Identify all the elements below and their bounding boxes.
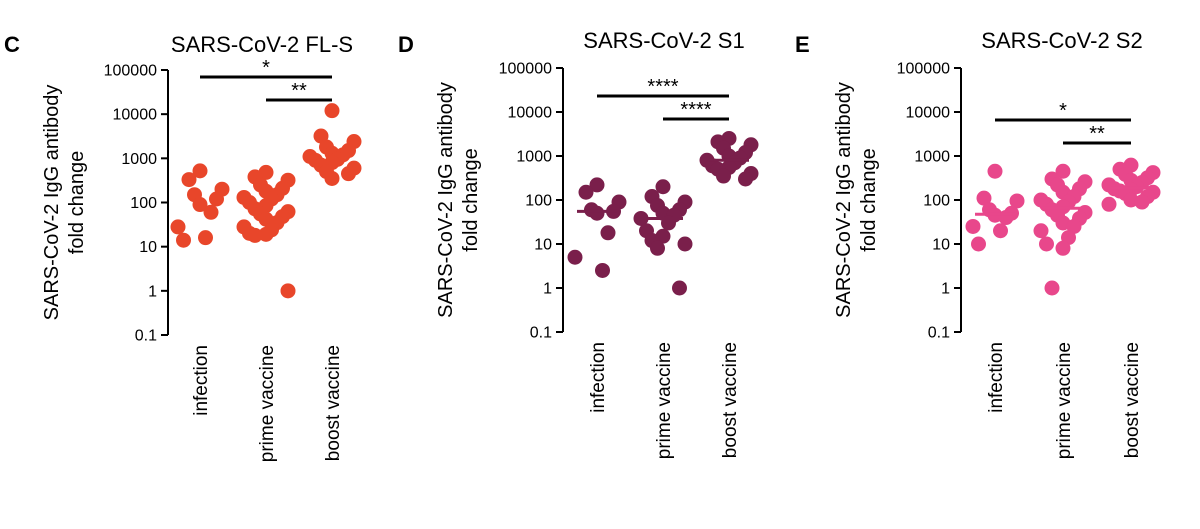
y-tick-label: 100: [525, 193, 552, 210]
y-tick-label: 100: [130, 195, 157, 212]
data-point: [578, 184, 594, 200]
x-category-label: infection: [588, 342, 609, 413]
significance-label: *: [1059, 100, 1067, 122]
data-point: [1039, 236, 1054, 252]
y-axis-label-line1: SARS-CoV-2 IgG antibody: [833, 82, 855, 318]
data-point: [976, 190, 992, 206]
data-point: [258, 226, 274, 242]
y-axis-label-line1: SARS-CoV-2 IgG antibody: [435, 82, 457, 318]
data-point: [192, 163, 208, 179]
y-tick-label: 1000: [516, 149, 552, 166]
y-tick-label: 10000: [906, 105, 951, 122]
significance-label: **: [1089, 123, 1105, 145]
y-tick-label: 1: [941, 281, 950, 298]
panel-letter: D: [398, 32, 414, 57]
x-category-label: boost vaccine: [1122, 342, 1143, 458]
chart-panel-e: E SARS-CoV-2 S2 SARS-CoV-2 IgG antibody fol…: [795, 28, 1161, 459]
data-point: [1055, 163, 1071, 179]
y-tick-label: 100000: [499, 61, 552, 78]
data-point: [567, 249, 583, 265]
data-point: [324, 103, 340, 119]
data-point: [595, 262, 610, 278]
data-point: [280, 283, 296, 299]
significance-label: ****: [647, 76, 678, 98]
panel-letter: E: [795, 32, 810, 57]
data-point: [738, 171, 753, 187]
y-tick-label: 1000: [914, 149, 950, 166]
y-tick-label: 10: [139, 239, 157, 256]
data-point: [589, 205, 605, 221]
x-category-label: prime vaccine: [654, 342, 675, 459]
data-point: [181, 172, 197, 188]
data-point: [633, 210, 649, 226]
chart-title: SARS-CoV-2 S1: [583, 28, 744, 53]
chart-title: SARS-CoV-2 FL-S: [171, 32, 353, 57]
data-point: [716, 168, 731, 184]
chart-panel-d: D SARS-CoV-2 S1 SARS-CoV-2 IgG antibody fol…: [398, 28, 759, 459]
significance-label: **: [291, 80, 307, 102]
y-axis-label-line1: SARS-CoV-2 IgG antibody: [41, 85, 63, 321]
data-point: [1055, 240, 1071, 256]
x-category-label: prime vaccine: [257, 345, 278, 462]
x-category-label: boost vaccine: [323, 345, 344, 461]
x-category-label: prime vaccine: [1054, 342, 1075, 459]
y-tick-label: 100000: [897, 61, 950, 78]
chart-title: SARS-CoV-2 S2: [981, 28, 1142, 53]
data-point: [971, 236, 986, 252]
y-tick-label: 1: [543, 281, 552, 298]
panel-letter: C: [4, 32, 20, 57]
y-tick-label: 0.1: [135, 328, 157, 345]
y-tick-label: 10: [932, 237, 950, 254]
data-point: [203, 204, 219, 220]
data-point: [993, 223, 1008, 239]
data-point: [1033, 223, 1049, 239]
data-point: [677, 236, 693, 252]
data-point: [1066, 218, 1082, 234]
x-category-label: infection: [191, 345, 212, 416]
data-point: [341, 166, 356, 182]
y-tick-label: 0.1: [928, 325, 950, 342]
data-point: [170, 219, 186, 235]
data-point: [965, 218, 981, 234]
data-point: [192, 197, 208, 213]
data-point: [655, 179, 671, 195]
data-point: [1009, 193, 1025, 209]
y-tick-label: 100000: [104, 63, 157, 80]
data-point: [998, 210, 1014, 226]
data-point: [672, 280, 687, 296]
y-tick-label: 100: [923, 193, 950, 210]
y-tick-label: 1: [148, 283, 157, 300]
y-tick-label: 10: [534, 237, 552, 254]
data-point: [600, 225, 616, 241]
data-point: [1101, 196, 1117, 212]
y-axis-label-line2: fold change: [66, 151, 88, 254]
y-axis-label-line2: fold change: [858, 148, 880, 251]
x-category-label: boost vaccine: [720, 342, 741, 458]
significance-label: *: [262, 57, 270, 79]
data-point: [650, 240, 665, 256]
significance-label: ****: [680, 99, 711, 121]
data-point: [198, 230, 213, 246]
data-point: [1044, 280, 1060, 296]
y-axis-label-line2: fold change: [460, 148, 482, 251]
data-point: [209, 191, 224, 207]
y-tick-label: 10000: [508, 105, 553, 122]
data-point: [1134, 194, 1150, 210]
y-tick-label: 0.1: [530, 325, 552, 342]
y-tick-label: 10000: [113, 107, 158, 124]
data-point: [324, 170, 340, 186]
x-category-label: infection: [986, 342, 1007, 413]
data-point: [987, 163, 1003, 179]
chart-panel-c: C SARS-CoV-2 FL-S SARS-CoV-2 IgG antibody f…: [4, 32, 362, 462]
data-point: [176, 232, 191, 248]
data-point: [247, 227, 263, 243]
y-tick-label: 1000: [121, 151, 157, 168]
data-point: [589, 177, 605, 193]
